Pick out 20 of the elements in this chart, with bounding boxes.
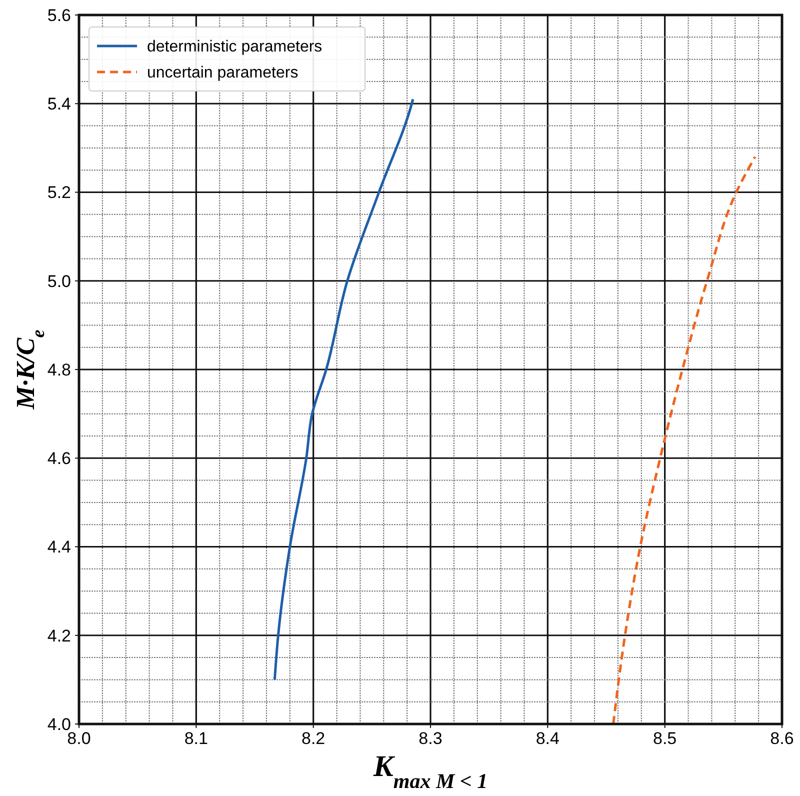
y-tick-label: 4.2 xyxy=(47,626,71,646)
line-series xyxy=(612,156,756,726)
y-tick-label: 5.2 xyxy=(47,183,71,202)
x-tick-label: 8.3 xyxy=(418,729,442,748)
x-tick-label: 8.5 xyxy=(653,729,677,748)
y-tick-label: 4.6 xyxy=(47,449,71,468)
x-tick-label: 8.0 xyxy=(67,729,91,748)
x-tick-label: 8.2 xyxy=(302,729,326,748)
x-tick-label: 8.1 xyxy=(184,729,208,748)
y-tick-label: 4.4 xyxy=(47,538,71,557)
x-tick-label: 8.4 xyxy=(536,729,560,748)
y-tick-label: 5.0 xyxy=(47,272,71,291)
y-tick-label: 4.8 xyxy=(47,360,71,380)
legend-label: uncertain parameters xyxy=(147,64,298,82)
y-tick-label: 5.4 xyxy=(47,94,71,114)
y-tick-label: 5.6 xyxy=(47,6,71,25)
x-axis-title: K$_{max M < 1}$ xyxy=(372,750,488,793)
line-series xyxy=(273,98,414,681)
legend-label: deterministic parameters xyxy=(147,38,322,56)
x-tick-label: 8.6 xyxy=(770,729,794,748)
